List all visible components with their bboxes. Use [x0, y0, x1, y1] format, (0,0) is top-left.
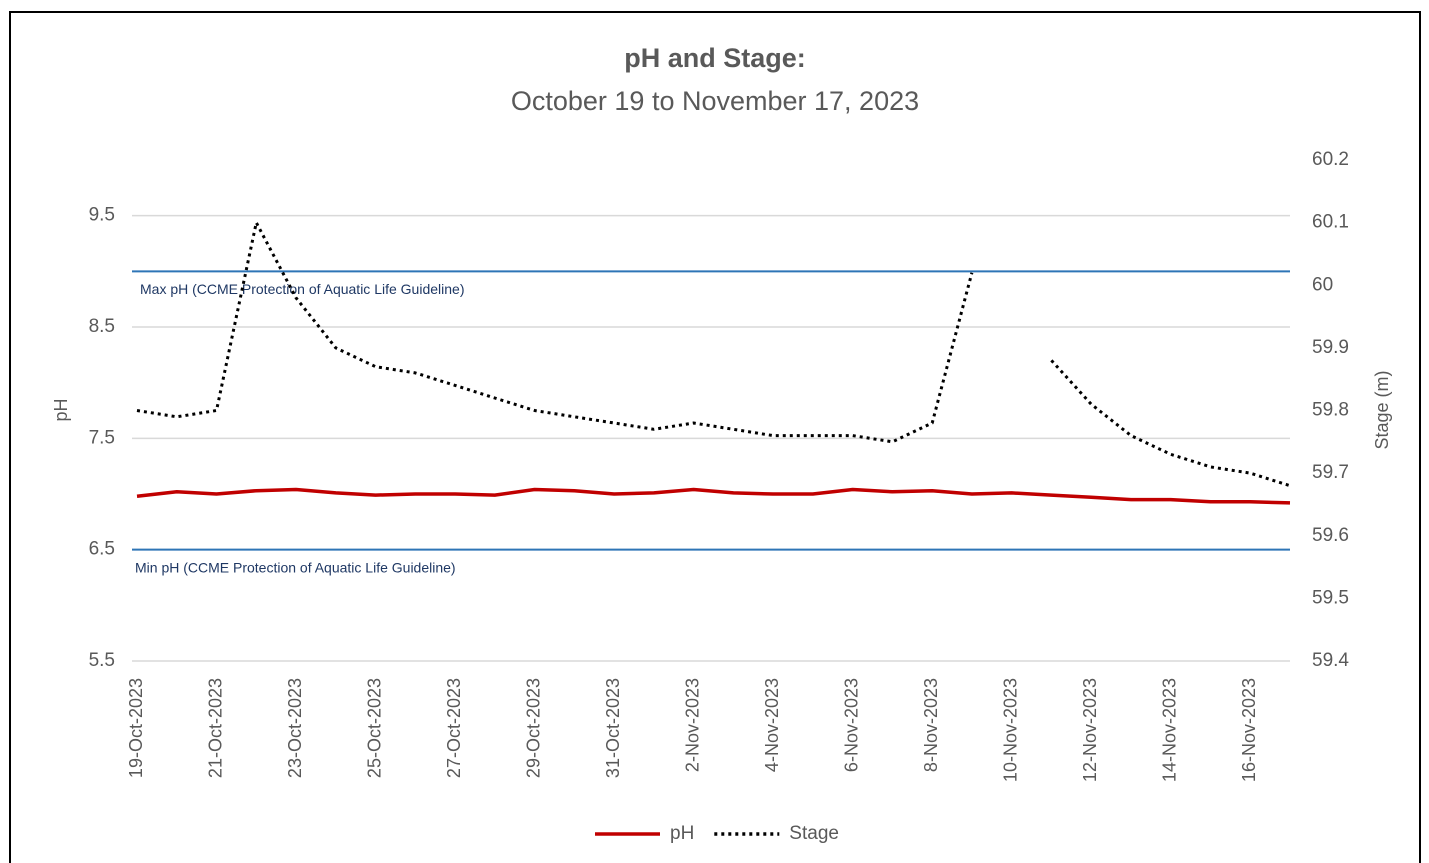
- y2-tick-label: 59.4: [1312, 650, 1349, 671]
- y-tick-label: 6.5: [89, 539, 115, 560]
- x-tick-label: 29-Oct-2023: [523, 678, 543, 778]
- x-tick-label: 23-Oct-2023: [285, 678, 305, 778]
- chart-subtitle: October 19 to November 17, 2023: [511, 86, 919, 116]
- x-tick-label: 16-Nov-2023: [1239, 678, 1259, 782]
- guideline-label: Max pH (CCME Protection of Aquatic Life …: [140, 281, 464, 297]
- legend-label: Stage: [789, 823, 839, 844]
- y-tick-label: 8.5: [89, 316, 115, 337]
- x-tick-label: 31-Oct-2023: [603, 678, 623, 778]
- y2-tick-label: 59.5: [1312, 587, 1349, 608]
- x-tick-label: 4-Nov-2023: [762, 678, 782, 772]
- y-axis-label: pH: [51, 398, 71, 421]
- series-line: [136, 221, 1291, 488]
- x-tick-label: 14-Nov-2023: [1159, 678, 1179, 782]
- y2-tick-label: 60.2: [1312, 149, 1349, 170]
- y2-tick-label: 60: [1312, 274, 1333, 295]
- y2-tick-label: 59.6: [1312, 525, 1349, 546]
- y-tick-label: 7.5: [89, 427, 115, 448]
- legend-label: pH: [670, 823, 694, 844]
- series-line: [136, 487, 1291, 505]
- x-tick-label: 12-Nov-2023: [1080, 678, 1100, 782]
- y2-tick-label: 60.1: [1312, 212, 1349, 233]
- chart-title: pH and Stage:: [624, 43, 806, 73]
- y-tick-label: 9.5: [89, 205, 115, 226]
- x-tick-label: 6-Nov-2023: [841, 678, 861, 772]
- y2-tick-label: 59.9: [1312, 337, 1349, 358]
- x-tick-label: 21-Oct-2023: [205, 678, 225, 778]
- x-tick-label: 19-Oct-2023: [126, 678, 146, 778]
- x-tick-label: 8-Nov-2023: [921, 678, 941, 772]
- x-tick-label: 2-Nov-2023: [682, 678, 702, 772]
- x-tick-label: 27-Oct-2023: [444, 678, 464, 778]
- y2-tick-label: 59.8: [1312, 400, 1349, 421]
- x-tick-label: 25-Oct-2023: [364, 678, 384, 778]
- y-tick-label: 5.5: [89, 650, 115, 671]
- y2-tick-label: 59.7: [1312, 462, 1349, 483]
- guideline-label: Min pH (CCME Protection of Aquatic Life …: [135, 559, 456, 575]
- chart-frame: [9, 11, 1421, 863]
- x-tick-label: 10-Nov-2023: [1000, 678, 1020, 782]
- y2-axis-label: Stage (m): [1372, 370, 1392, 449]
